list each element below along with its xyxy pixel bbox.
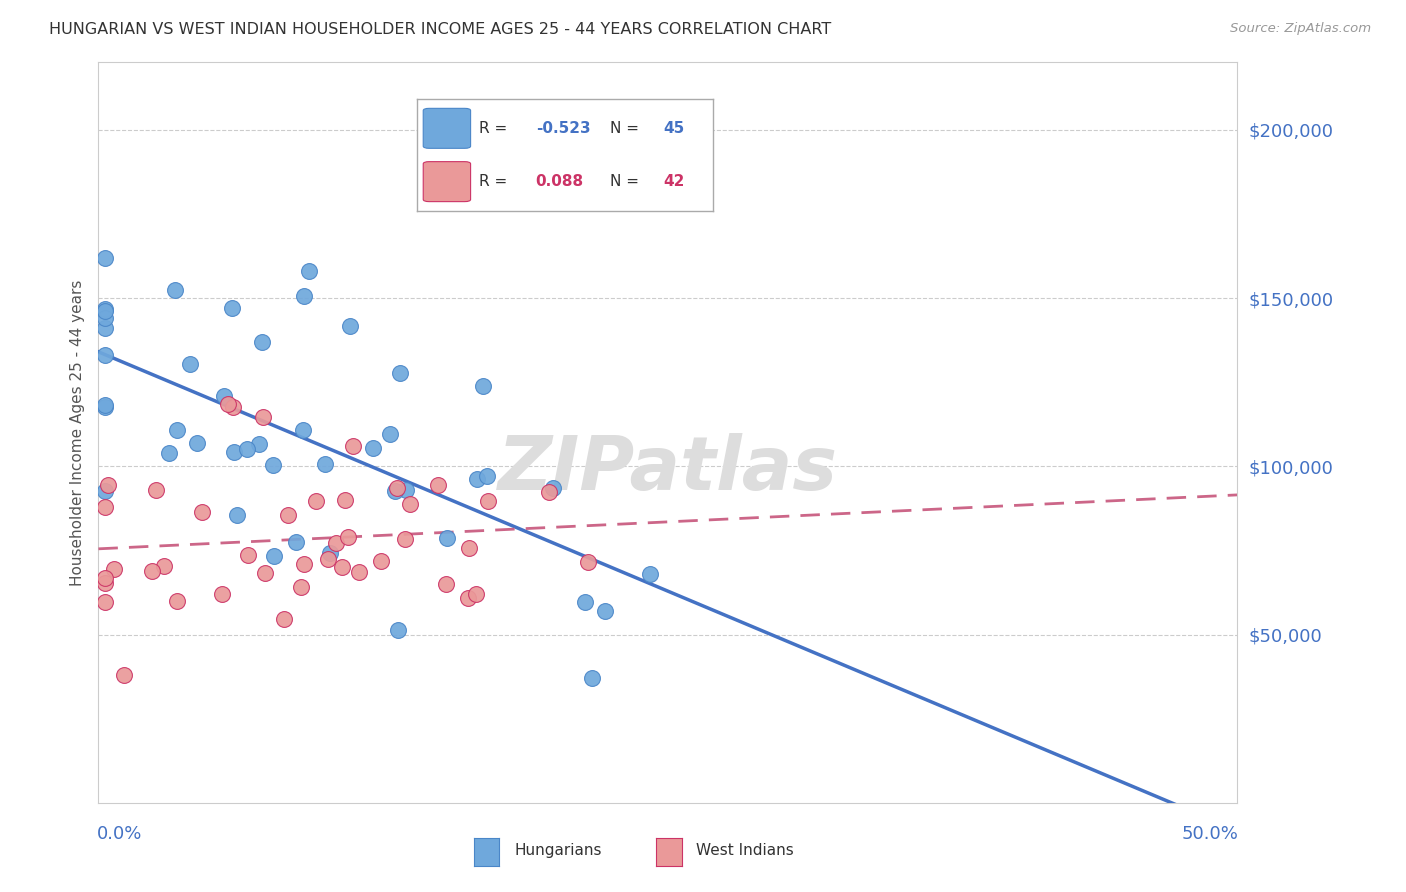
Point	[166, 594, 188, 608]
Point	[298, 263, 321, 277]
Point	[103, 562, 125, 576]
Point	[222, 400, 245, 414]
Point	[314, 457, 336, 471]
Point	[94, 500, 117, 515]
Point	[226, 508, 249, 522]
Text: HUNGARIAN VS WEST INDIAN HOUSEHOLDER INCOME AGES 25 - 44 YEARS CORRELATION CHART: HUNGARIAN VS WEST INDIAN HOUSEHOLDER INC…	[49, 22, 831, 37]
Point	[284, 535, 307, 549]
Point	[97, 478, 120, 492]
Point	[145, 483, 167, 498]
Point	[361, 441, 384, 455]
Point	[434, 577, 457, 591]
Point	[94, 398, 117, 412]
Point	[538, 485, 561, 500]
Point	[186, 436, 208, 450]
Point	[290, 580, 312, 594]
Point	[370, 554, 392, 568]
Point	[457, 591, 479, 605]
Point	[330, 559, 353, 574]
Point	[250, 334, 273, 349]
Point	[224, 445, 246, 459]
Text: ZIPatlas: ZIPatlas	[498, 434, 838, 506]
Point	[342, 439, 364, 453]
Point	[384, 484, 406, 499]
Point	[94, 595, 117, 609]
Point	[94, 483, 117, 498]
Point	[465, 587, 488, 601]
Point	[436, 532, 458, 546]
Point	[236, 442, 259, 456]
Point	[252, 409, 274, 424]
Point	[221, 301, 243, 315]
Point	[576, 555, 599, 569]
Point	[319, 546, 342, 560]
Text: 0.0%: 0.0%	[97, 825, 142, 843]
Point	[166, 423, 188, 437]
Point	[273, 612, 295, 626]
Point	[212, 389, 235, 403]
Point	[426, 477, 449, 491]
Point	[475, 468, 498, 483]
Point	[292, 289, 315, 303]
Point	[305, 493, 328, 508]
Point	[292, 423, 315, 437]
Point	[94, 311, 117, 326]
Point	[141, 564, 163, 578]
Point	[211, 587, 233, 601]
Point	[541, 481, 564, 495]
Point	[638, 566, 661, 581]
Point	[399, 497, 422, 511]
Point	[179, 357, 201, 371]
Point	[465, 472, 488, 486]
Point	[94, 576, 117, 591]
Text: Source: ZipAtlas.com: Source: ZipAtlas.com	[1230, 22, 1371, 36]
Point	[471, 378, 494, 392]
Point	[94, 321, 117, 335]
Point	[94, 348, 117, 362]
Point	[157, 446, 180, 460]
Point	[335, 492, 357, 507]
Text: Hungarians: Hungarians	[515, 844, 602, 858]
Point	[262, 458, 284, 472]
Point	[347, 565, 370, 579]
Point	[477, 494, 499, 508]
Point	[94, 304, 117, 318]
Point	[247, 437, 270, 451]
Point	[458, 541, 481, 555]
Point	[325, 536, 347, 550]
Point	[94, 571, 117, 585]
Text: West Indians: West Indians	[696, 844, 794, 858]
Point	[277, 508, 299, 523]
Point	[378, 427, 401, 442]
Point	[217, 397, 239, 411]
Point	[394, 532, 416, 546]
Point	[339, 319, 361, 334]
Point	[112, 668, 135, 682]
Point	[574, 595, 596, 609]
Point	[94, 301, 117, 316]
Point	[94, 251, 117, 265]
Y-axis label: Householder Income Ages 25 - 44 years: Householder Income Ages 25 - 44 years	[69, 279, 84, 586]
Point	[581, 671, 603, 685]
Point	[236, 548, 259, 562]
Point	[337, 530, 360, 544]
Point	[593, 604, 616, 618]
Point	[387, 623, 409, 637]
Point	[395, 483, 418, 497]
Point	[389, 366, 412, 380]
Text: 50.0%: 50.0%	[1181, 825, 1239, 843]
Point	[191, 505, 214, 519]
Point	[152, 559, 174, 574]
Point	[294, 557, 316, 571]
Point	[263, 549, 285, 564]
Point	[254, 566, 277, 580]
Point	[94, 401, 117, 415]
Point	[385, 481, 408, 495]
Point	[163, 283, 186, 297]
Point	[316, 552, 339, 566]
